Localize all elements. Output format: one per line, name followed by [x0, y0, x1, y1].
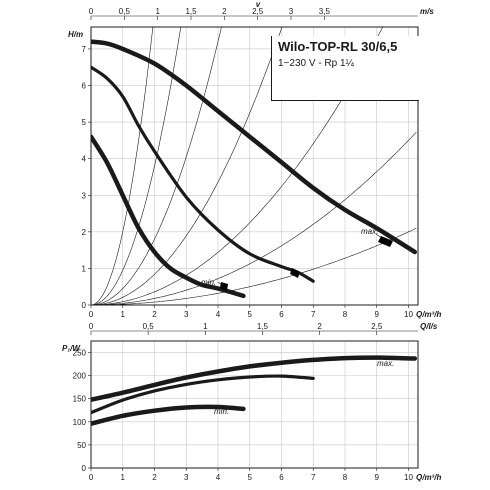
x-tick-label: 6	[279, 473, 284, 482]
y-tick-label: 150	[73, 395, 87, 404]
system-curve	[91, 27, 182, 305]
title-box: Wilo-TOP-RL 30/6,5 1~230 V - Rp 1¼	[271, 36, 419, 101]
mid-marker	[290, 268, 300, 278]
annotation-max: max.	[377, 359, 394, 368]
x-tick-label: 2	[152, 310, 157, 319]
y-tick-label: 5	[82, 118, 87, 127]
top-tick-label: 0,5	[119, 7, 131, 16]
x-tick-label: 6	[279, 310, 284, 319]
y-tick-label: 100	[73, 418, 87, 427]
x-tick-label: 7	[311, 473, 316, 482]
top-axis-label: Q/l/s	[420, 322, 438, 331]
power-frame	[90, 340, 419, 469]
series-min-line	[91, 404, 246, 426]
system-curve	[91, 131, 417, 305]
series-min-line	[91, 134, 246, 299]
x-axis-label: Q/m³/h	[416, 473, 441, 482]
y-tick-label: 7	[82, 45, 87, 54]
y-tick-label: 2	[82, 228, 87, 237]
annotation-min: min.	[201, 278, 216, 287]
system-curve	[91, 27, 222, 305]
y-tick-label: 1	[82, 264, 87, 273]
x-tick-label: 3	[184, 310, 189, 319]
x-tick-label: 7	[311, 310, 316, 319]
top-tick-label: 2,5	[252, 7, 264, 16]
top-tick-label: 0	[89, 322, 94, 331]
power-series	[91, 355, 418, 426]
annotation-max: max.	[361, 227, 378, 236]
top-tick-label: 1,5	[185, 7, 197, 16]
x-tick-label: 0	[89, 310, 94, 319]
top-tick-label: 0	[89, 7, 94, 16]
top-tick-label: 2	[317, 322, 322, 331]
max-marker	[378, 236, 393, 247]
x-tick-label: 8	[343, 473, 348, 482]
system-curve	[91, 27, 283, 305]
y-tick-label: 0	[82, 301, 87, 310]
x-tick-label: 2	[152, 473, 157, 482]
y-tick-label: 0	[82, 464, 87, 473]
head-panel: 0 1 2 3 4 5 6 7 8 9 10 Q/m³/h 0 1 2 3 4 5 6 7 H/m 0 0,5 1 1,5 2 2,…	[68, 0, 441, 319]
x-tick-label: 1	[121, 310, 126, 319]
top-axis-unit: m/s	[420, 7, 434, 16]
y-tick-label: 4	[82, 155, 87, 164]
x-tick-label: 8	[343, 310, 348, 319]
x-tick-label: 4	[216, 473, 221, 482]
series-mid-line	[91, 374, 315, 415]
top-axis-label: v	[256, 0, 261, 9]
system-curve	[91, 27, 154, 305]
x-tick-label: 1	[121, 473, 126, 482]
x-tick-label: 5	[248, 473, 253, 482]
x-tick-label: 5	[248, 310, 253, 319]
series-max-line	[91, 355, 418, 402]
x-tick-label: 3	[184, 473, 189, 482]
x-tick-label: 9	[375, 310, 380, 319]
top-tick-label: 3,5	[319, 7, 331, 16]
top-tick-label: 1	[203, 322, 208, 331]
head-series	[91, 39, 418, 299]
x-tick-label: 0	[89, 473, 94, 482]
x-tick-label: 4	[216, 310, 221, 319]
x-tick-label: 9	[375, 473, 380, 482]
y-tick-label: 50	[77, 441, 86, 450]
chart-subtitle: 1~230 V - Rp 1¼	[278, 58, 354, 69]
top-tick-label: 1,5	[257, 322, 269, 331]
system-curves	[91, 27, 417, 305]
y-tick-label: 250	[73, 349, 87, 358]
head-frame	[90, 26, 419, 306]
top-tick-label: 0,5	[143, 322, 155, 331]
series-max-line	[91, 39, 418, 255]
annotation-min: min.	[214, 407, 229, 416]
x-tick-label: 10	[404, 473, 413, 482]
min-marker	[220, 282, 228, 291]
chart-title: Wilo-TOP-RL 30/6,5	[278, 39, 398, 54]
x-axis-label: Q/m³/h	[416, 310, 441, 319]
top-tick-label: 2	[222, 7, 227, 16]
system-curve	[91, 227, 417, 305]
top-tick-label: 2,5	[371, 322, 383, 331]
y-tick-label: 200	[73, 372, 87, 381]
y-axis-label: H/m	[68, 30, 83, 39]
top-tick-label: 3	[289, 7, 294, 16]
y-tick-label: 3	[82, 191, 87, 200]
y-axis-label: P₁/W	[62, 344, 81, 353]
series-mid-line	[91, 65, 315, 283]
y-tick-label: 6	[82, 82, 87, 91]
top-tick-label: 1	[155, 7, 160, 16]
x-tick-label: 10	[404, 310, 413, 319]
